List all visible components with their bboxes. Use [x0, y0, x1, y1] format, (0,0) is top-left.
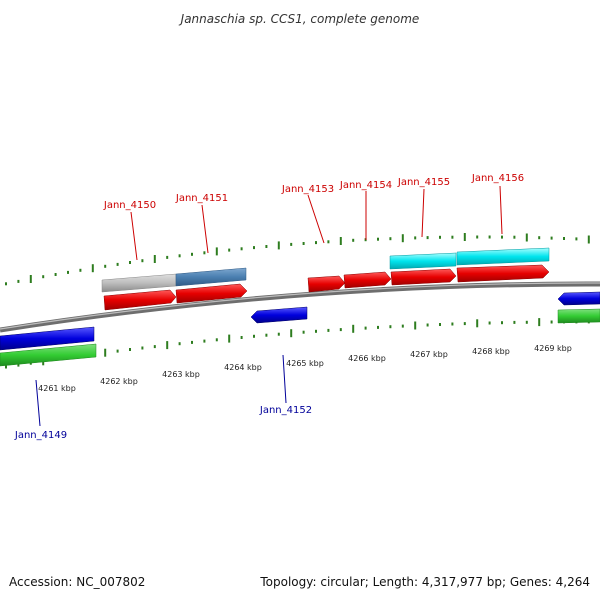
kbp-label: 4261 kbp	[38, 384, 76, 393]
accession-text: Accession: NC_007802	[9, 575, 145, 589]
feature-cyan-1[interactable]	[389, 252, 457, 270]
label-jann-4153[interactable]: Jann_4153	[281, 184, 334, 195]
rna-feature-track	[0, 308, 600, 367]
cds-jann-4151[interactable]	[175, 283, 248, 304]
label-jann-4155[interactable]: Jann_4155	[397, 177, 450, 188]
leader-jann-4156	[499, 185, 503, 235]
map-title: Jannaschia sp. CCS1, complete genome	[179, 12, 420, 26]
reverse-cds-track	[0, 291, 600, 351]
cds-jann-4156[interactable]	[456, 264, 550, 283]
leader-jann-4152	[282, 354, 287, 404]
outer-feature-track	[101, 247, 550, 293]
kbp-label: 4264 kbp	[224, 363, 262, 372]
label-leaders	[35, 185, 503, 427]
kbp-label: 4269 kbp	[534, 344, 572, 353]
kbp-label: 4268 kbp	[472, 347, 510, 356]
kbp-label: 4267 kbp	[410, 350, 448, 359]
label-jann-4151[interactable]: Jann_4151	[175, 193, 228, 204]
cds-jann-4149[interactable]	[0, 326, 95, 351]
leader-jann-4155	[421, 188, 425, 238]
label-jann-4149[interactable]: Jann_4149	[14, 430, 67, 441]
topology-text: Topology: circular; Length: 4,317,977 bp…	[259, 575, 590, 589]
genome-backbone	[0, 281, 600, 333]
leader-jann-4153	[307, 194, 325, 244]
kbp-label: 4265 kbp	[286, 359, 324, 368]
cds-jann-4152[interactable]	[250, 306, 308, 324]
leader-jann-4150	[130, 211, 138, 261]
outer-tick-track	[5, 233, 590, 286]
feature-green-left[interactable]	[0, 343, 97, 367]
label-jann-4150[interactable]: Jann_4150	[103, 200, 156, 211]
feature-gray[interactable]	[101, 273, 177, 293]
cds-jann-4153[interactable]	[307, 275, 346, 293]
cds-jann-4154[interactable]	[343, 271, 392, 289]
leader-jann-4149	[35, 379, 41, 427]
kbp-label: 4266 kbp	[348, 354, 386, 363]
label-jann-4154[interactable]: Jann_4154	[339, 180, 392, 191]
cds-right-edge[interactable]	[557, 291, 600, 306]
label-jann-4152[interactable]: Jann_4152	[259, 405, 312, 416]
scale-labels: 4261 kbp 4262 kbp 4263 kbp 4264 kbp 4265…	[38, 344, 572, 393]
cds-jann-4150[interactable]	[103, 289, 177, 311]
cds-jann-4155[interactable]	[390, 268, 457, 286]
feature-steelblue[interactable]	[175, 267, 247, 287]
gene-labels: Jann_4150 Jann_4151 Jann_4153 Jann_4154 …	[14, 173, 524, 441]
genome-backbone-highlight	[0, 282, 600, 330]
leader-jann-4151	[201, 204, 209, 254]
kbp-label: 4262 kbp	[100, 377, 138, 386]
forward-cds-track	[103, 264, 550, 311]
feature-cyan-2[interactable]	[456, 247, 550, 266]
kbp-label: 4263 kbp	[162, 370, 200, 379]
feature-green-right[interactable]	[557, 308, 600, 324]
label-jann-4156[interactable]: Jann_4156	[471, 173, 524, 184]
